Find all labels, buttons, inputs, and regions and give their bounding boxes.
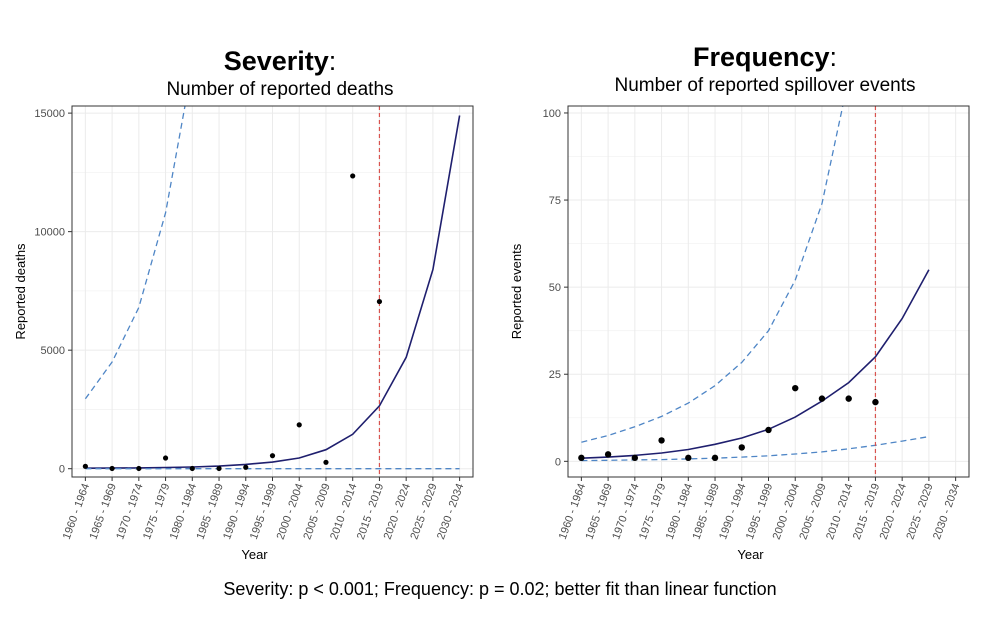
frequency-plot-area — [578, 106, 930, 477]
severity-panel-border — [71, 105, 474, 478]
severity-data-point — [216, 465, 222, 472]
frequency-x-tick-label: 1995 - 1999 — [744, 482, 775, 541]
severity-subtitle: Number of reported deaths — [166, 79, 394, 100]
severity-plot-area — [82, 106, 461, 477]
frequency-x-tick-label: 1970 - 1974 — [610, 482, 641, 541]
severity-x-tick-label: 1965 - 1969 — [88, 482, 119, 541]
frequency-y-tick-label: 25 — [549, 369, 561, 381]
frequency-y-tick-label: 100 — [543, 108, 561, 120]
frequency-title-colon: : — [829, 42, 838, 72]
severity-x-tick-label: 1975 - 1979 — [141, 482, 172, 541]
severity-data-point — [243, 464, 249, 470]
frequency-title: Frequency — [692, 42, 830, 72]
frequency-panel-border — [567, 105, 970, 478]
frequency-data-point — [658, 437, 665, 444]
frequency-y-tick-label: 50 — [549, 282, 561, 294]
severity-x-tick-label: 1970 - 1974 — [114, 482, 145, 541]
footnote: Severity: p < 0.001; Frequency: p = 0.02… — [223, 579, 777, 599]
severity-x-tick-label: 2010 - 2014 — [328, 482, 359, 541]
frequency-x-tick-label: 2000 - 2004 — [771, 482, 802, 541]
frequency-x-tick-label: 2015 - 2019 — [851, 482, 882, 541]
frequency-y-tick-label: 0 — [555, 456, 561, 468]
severity-series-fit — [85, 115, 461, 470]
frequency-x-tick-label: 2030 - 2034 — [931, 482, 962, 541]
severity-data-point — [136, 465, 142, 472]
severity-data-point — [109, 465, 115, 472]
frequency-data-point — [765, 426, 772, 434]
frequency-data-point — [818, 395, 826, 402]
frequency-data-point — [631, 454, 639, 462]
frequency-data-point — [578, 454, 585, 462]
frequency-x-tick-label: 2025 - 2029 — [904, 482, 935, 541]
frequency-x-tick-label: 2005 - 2009 — [797, 482, 828, 541]
frequency-data-point — [604, 451, 612, 458]
frequency-x-tick-label: 1960 - 1964 — [557, 482, 588, 541]
frequency-data-point — [872, 398, 879, 406]
severity-x-tick-label: 2015 - 2019 — [355, 482, 386, 541]
severity-x-tick-label: 1985 - 1989 — [194, 482, 225, 541]
severity-y-tick-label: 5000 — [41, 345, 65, 357]
severity-x-tick-label: 2020 - 2024 — [382, 482, 413, 541]
severity-data-point — [376, 298, 383, 305]
frequency-x-tick-label: 1985 - 1989 — [690, 482, 721, 541]
severity-x-tick-label: 2005 - 2009 — [301, 482, 332, 541]
frequency-data-point — [738, 444, 745, 451]
frequency-data-point — [845, 395, 852, 402]
frequency-x-axis-title: Year — [737, 547, 764, 562]
severity-x-tick-label: 1995 - 1999 — [248, 482, 279, 541]
frequency-x-tick-label: 1980 - 1984 — [664, 482, 695, 541]
severity-x-tick-label: 2030 - 2034 — [435, 482, 466, 541]
frequency-x-tick-label: 1990 - 1994 — [717, 482, 748, 541]
severity-x-tick-label: 1990 - 1994 — [221, 482, 252, 541]
frequency-x-tick-label: 1975 - 1979 — [637, 482, 668, 541]
frequency-data-point — [711, 454, 719, 462]
frequency-x-tick-label: 2010 - 2014 — [824, 482, 855, 541]
severity-series-upper-ci — [84, 106, 186, 400]
severity-x-tick-label: 2025 - 2029 — [408, 482, 439, 541]
frequency-x-tick-label: 2020 - 2024 — [878, 482, 909, 541]
frequency-series-fit — [581, 269, 930, 459]
severity-x-axis-title: Year — [241, 547, 268, 562]
frequency-series-lower-ci — [581, 435, 930, 462]
severity-title: Severity — [223, 46, 329, 76]
severity-y-axis-title: Reported deaths — [13, 243, 28, 340]
frequency-subtitle: Number of reported spillover events — [614, 75, 916, 96]
severity-x-tick-label: 1980 - 1984 — [168, 482, 199, 541]
severity-data-point — [323, 459, 329, 465]
frequency-data-point — [792, 384, 799, 392]
frequency-x-tick-label: 1965 - 1969 — [584, 482, 615, 541]
severity-data-point — [162, 455, 169, 461]
severity-x-tick-label: 1960 - 1964 — [61, 482, 92, 541]
severity-y-tick-label: 10000 — [34, 227, 65, 239]
severity-data-point — [189, 465, 195, 472]
severity-title-colon: : — [328, 46, 337, 76]
frequency-title-block: Frequency: Number of reported spillover … — [565, 42, 965, 97]
frequency-y-axis-title: Reported events — [509, 243, 524, 339]
severity-data-point — [350, 173, 356, 179]
severity-data-point — [296, 422, 302, 428]
severity-y-tick-label: 0 — [59, 464, 65, 476]
severity-data-point — [82, 463, 88, 469]
severity-x-tick-label: 2000 - 2004 — [275, 482, 306, 541]
severity-title-block: Severity: Number of reported deaths — [80, 46, 480, 101]
frequency-y-tick-label: 75 — [549, 195, 561, 207]
severity-y-tick-label: 15000 — [34, 108, 65, 120]
severity-data-point — [269, 453, 276, 459]
frequency-data-point — [685, 454, 692, 462]
